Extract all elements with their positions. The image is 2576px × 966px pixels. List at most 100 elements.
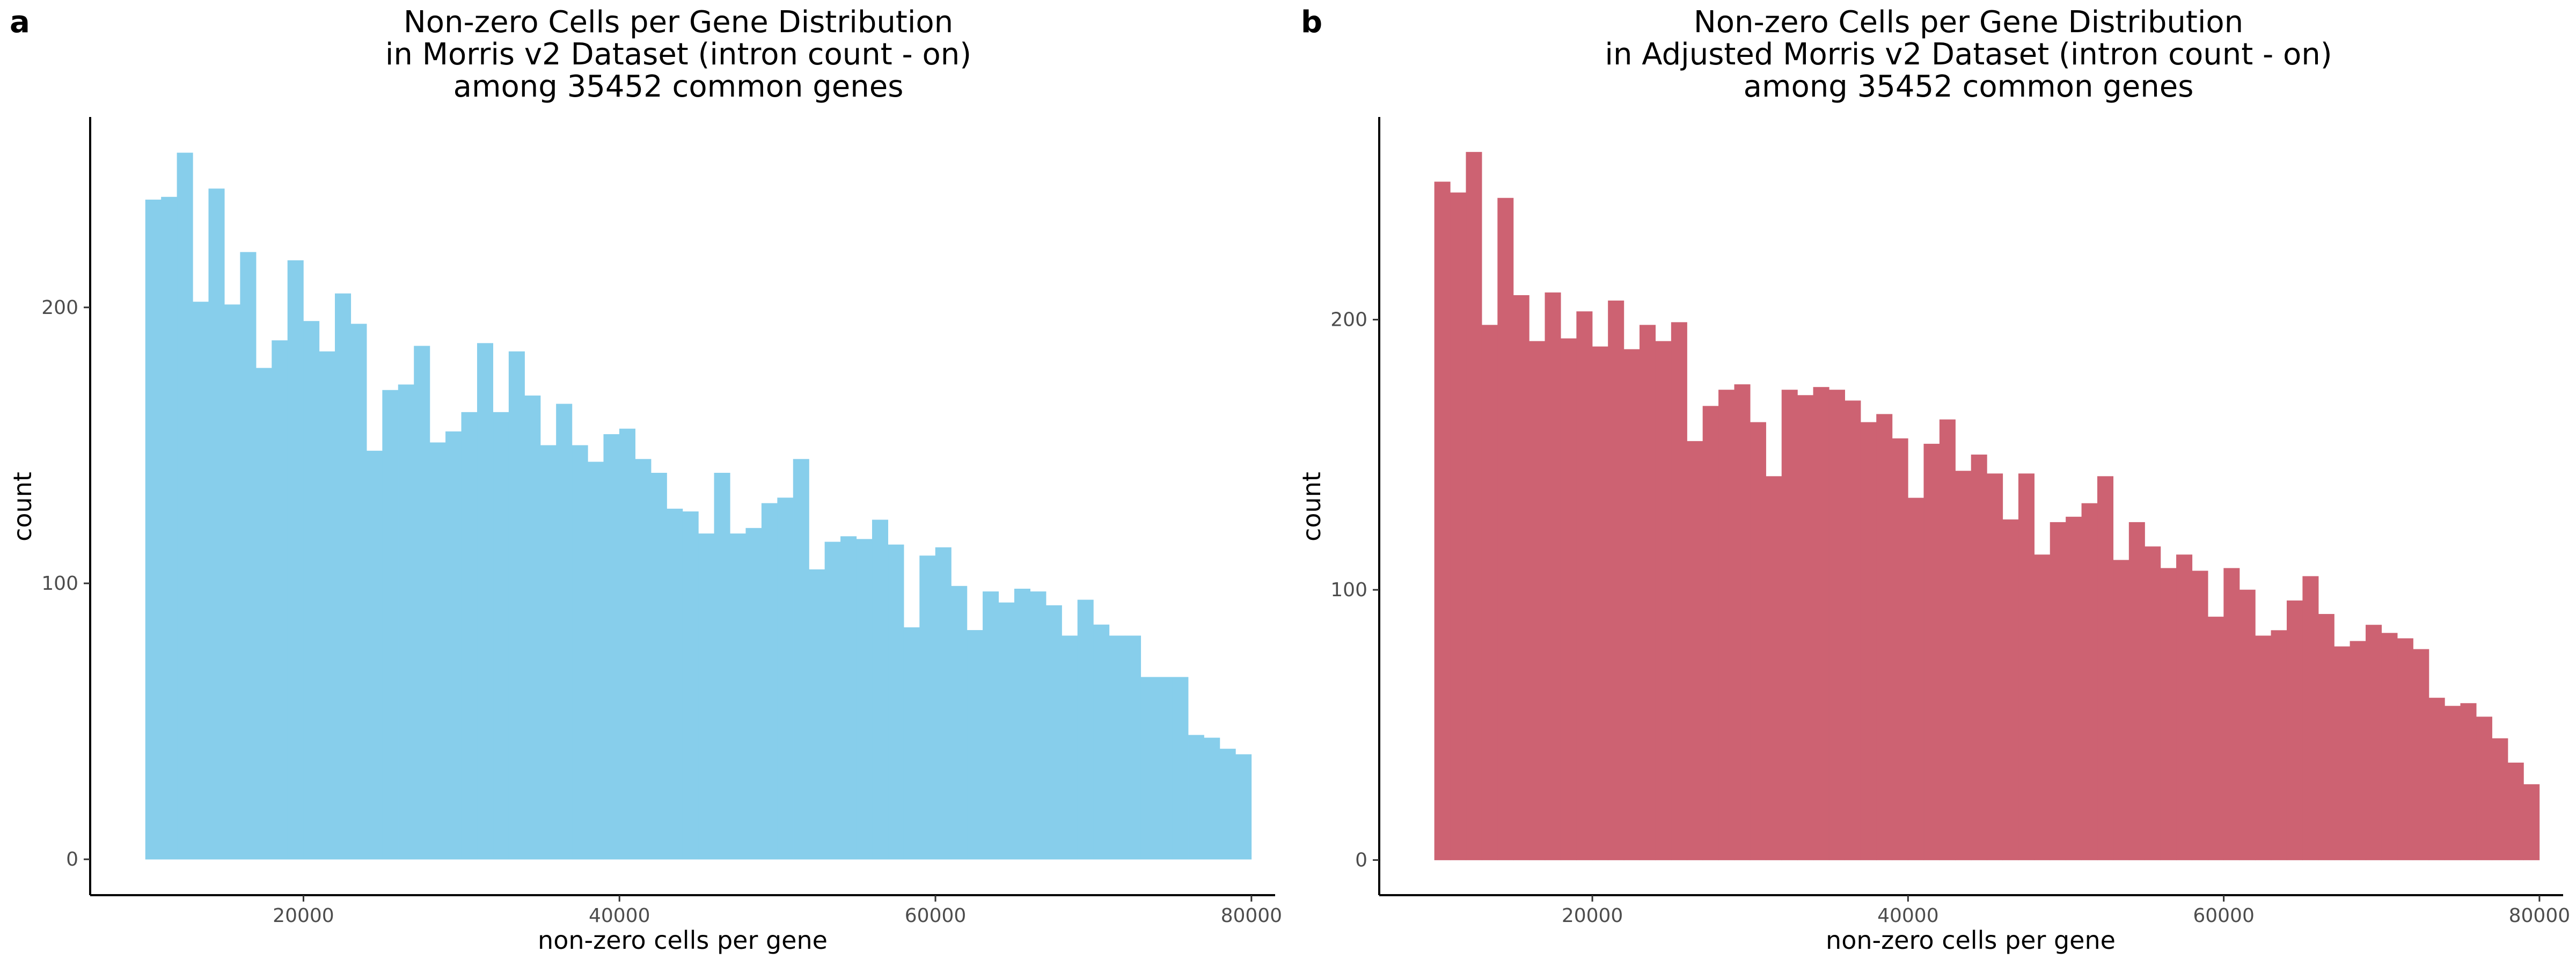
x-tick-label: 20000 (273, 905, 334, 927)
histogram-bar (2255, 635, 2272, 860)
x-tick-label: 80000 (2509, 905, 2571, 927)
histogram-bar (2239, 589, 2256, 860)
histogram-bar (556, 404, 573, 860)
histogram-bar (2002, 519, 2019, 860)
histogram-bar (2050, 522, 2066, 860)
histogram-bar (2381, 633, 2398, 860)
y-tick-label: 200 (1330, 309, 1367, 331)
chart-title-line-1: Non-zero Cells per Gene Distribution (404, 5, 953, 40)
histogram-bar (1813, 387, 1829, 860)
histogram-bar (1971, 455, 1987, 860)
histogram-bar (1608, 301, 1624, 860)
histogram-bar (429, 442, 446, 860)
histogram-bar (2113, 560, 2129, 860)
histogram-bar (2271, 630, 2287, 860)
x-tick-label: 60000 (2193, 905, 2255, 927)
histogram-bar (824, 541, 841, 860)
histogram-bar (1750, 422, 1766, 860)
histogram-bar (793, 459, 809, 860)
histogram-bar (682, 511, 699, 860)
histogram-bar (1702, 406, 1719, 860)
histogram-bar (445, 431, 462, 860)
histogram-bar (493, 412, 509, 860)
histogram-bar (745, 528, 762, 860)
histogram-bar (1655, 341, 1672, 860)
histogram-bar (1513, 295, 1529, 860)
x-tick-label: 40000 (1877, 905, 1939, 927)
y-tick-label: 200 (41, 297, 78, 319)
y-tick-label: 100 (41, 573, 78, 595)
histogram-bar (1623, 349, 1640, 860)
histogram-bar (619, 428, 635, 860)
histogram-bar (951, 586, 968, 860)
x-tick-label: 20000 (1562, 905, 1623, 927)
y-ticks: 0 100 200 (41, 297, 90, 870)
histogram-bar (1014, 588, 1030, 860)
histogram-bar (1109, 635, 1125, 860)
histogram-bar (2428, 698, 2445, 860)
histogram-bar (145, 199, 162, 860)
histogram-bar (2160, 568, 2177, 860)
histogram-bar (1093, 624, 1110, 860)
histogram-bar (919, 555, 936, 860)
histogram-bar (2081, 503, 2098, 860)
histogram-bar (1845, 400, 1861, 860)
histogram-bar (840, 536, 857, 860)
x-tick-label: 60000 (905, 905, 967, 927)
histogram-bar (635, 459, 652, 860)
chart-title-line-2: in Morris v2 Dataset (intron count - on) (385, 37, 971, 72)
histogram-bar (508, 351, 525, 860)
histogram-bar (461, 412, 478, 860)
y-tick-label: 0 (1355, 850, 1367, 872)
histogram-bar (1466, 152, 1482, 860)
bars-group (145, 152, 1252, 860)
histogram-bar (1797, 395, 1814, 860)
histogram-bar (2350, 641, 2366, 860)
x-tick-label: 40000 (589, 905, 650, 927)
histogram-bar (414, 346, 430, 860)
y-tick-label: 100 (1330, 579, 1367, 601)
histogram-bar (1908, 497, 1924, 860)
histogram-bar (572, 445, 588, 860)
histogram-bar (761, 503, 778, 860)
histogram-bar (983, 591, 999, 860)
histogram-bar (177, 152, 193, 860)
histogram-bar (2334, 646, 2351, 860)
histogram-bar (366, 450, 383, 860)
histogram-bar (1045, 605, 1062, 860)
histogram-bar (2128, 522, 2145, 860)
y-axis-label: count (1297, 472, 1326, 541)
histogram-bar (2223, 568, 2240, 860)
histogram-bar (1671, 322, 1687, 860)
panel-letter-a: a (10, 5, 30, 40)
histogram-bar (1204, 737, 1220, 860)
x-tick-label: 80000 (1221, 905, 1283, 927)
histogram-bar (1140, 677, 1157, 860)
y-ticks: 0 100 200 (1330, 309, 1379, 872)
histogram-bar (1235, 754, 1252, 860)
histogram-bar (1062, 635, 1078, 860)
histogram-bar (1219, 749, 1236, 860)
histogram-bar (650, 472, 667, 860)
histogram-bar (1640, 325, 1656, 860)
histogram-bar (1529, 341, 1546, 860)
histogram-bar (303, 321, 320, 860)
histogram-bar (2176, 554, 2193, 860)
histogram-bar (2097, 476, 2114, 860)
histogram-bar (1545, 292, 1561, 860)
histogram-bar (1781, 390, 1798, 860)
chart-title-line-3: among 35452 common genes (453, 69, 904, 104)
histogram-bar (2192, 570, 2208, 860)
histogram-bar (730, 533, 747, 860)
x-ticks: 20000 40000 60000 80000 (273, 895, 1282, 927)
histogram-bar (1030, 591, 1046, 860)
histogram-bar (1592, 346, 1608, 860)
histogram-bar (603, 434, 620, 860)
histogram-bar (1172, 677, 1189, 860)
x-axis-label: non-zero cells per gene (538, 926, 828, 955)
histogram-bar (998, 602, 1015, 860)
x-ticks: 20000 40000 60000 80000 (1562, 895, 2570, 927)
y-tick-label: 0 (66, 848, 78, 870)
histogram-bar (1766, 476, 1782, 860)
histogram-bar (872, 519, 889, 860)
